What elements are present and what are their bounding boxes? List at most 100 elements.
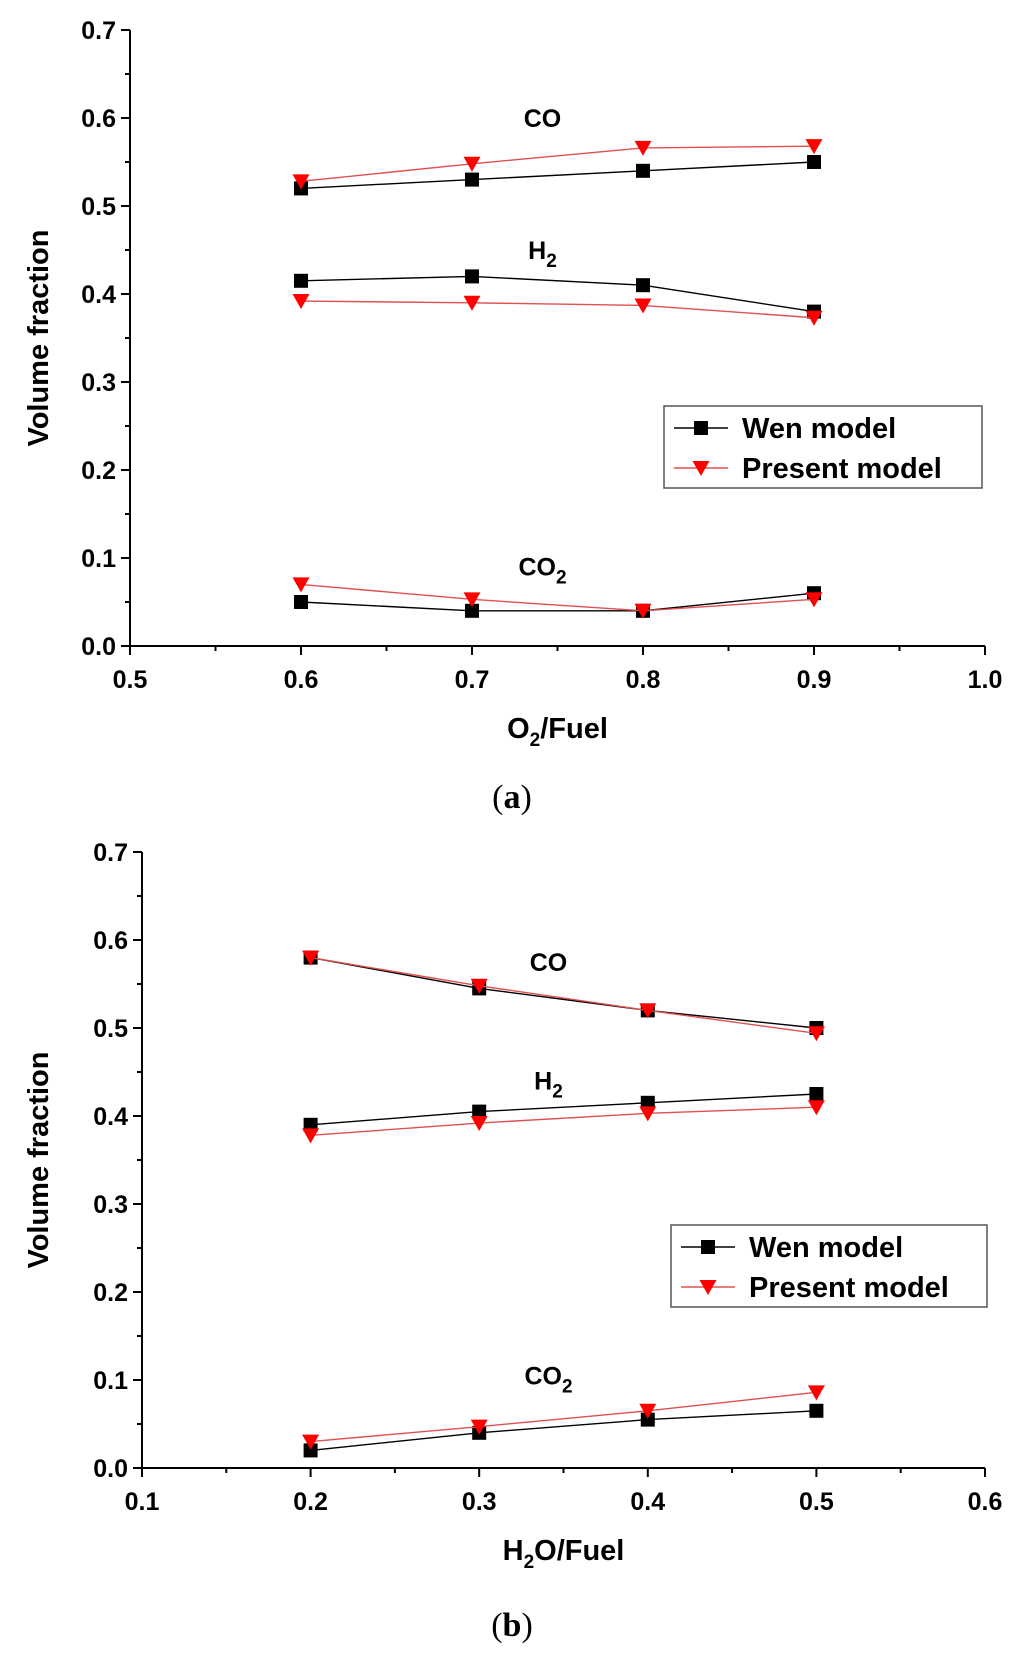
y-tick-label: 0.0 bbox=[93, 1455, 128, 1483]
legend-square-marker bbox=[701, 1240, 715, 1254]
wen-model-point bbox=[294, 595, 308, 609]
present-model-point bbox=[463, 592, 481, 608]
text-span: CO bbox=[524, 105, 562, 133]
species-label: H2 bbox=[534, 1068, 563, 1103]
x-axis-label: O2/Fuel bbox=[507, 713, 608, 751]
present-model-point bbox=[805, 139, 823, 155]
x-tick-label: 0.4 bbox=[630, 1488, 665, 1516]
text-span: 2 bbox=[546, 251, 557, 272]
species-label: H2 bbox=[528, 237, 557, 272]
present-model-point bbox=[463, 156, 481, 172]
x-tick-label: 0.3 bbox=[462, 1488, 497, 1516]
present-model-point bbox=[634, 140, 652, 156]
text-span: H bbox=[503, 1535, 524, 1567]
legend-triangle-marker bbox=[692, 461, 710, 476]
y-tick-label: 0.2 bbox=[81, 457, 116, 485]
x-tick-label: 0.6 bbox=[284, 666, 319, 694]
present-model-point bbox=[639, 1403, 657, 1419]
series-line bbox=[310, 1391, 817, 1443]
panel-label: (b) bbox=[491, 1607, 533, 1644]
y-tick-label: 0.5 bbox=[93, 1015, 128, 1043]
y-tick-label: 0.1 bbox=[93, 1367, 128, 1395]
series-line bbox=[310, 956, 817, 1034]
legend-entry: Present model bbox=[749, 1272, 949, 1304]
present-model-point bbox=[470, 978, 488, 994]
present-model-point bbox=[634, 603, 652, 619]
x-tick-label: 0.5 bbox=[113, 666, 148, 694]
text-span: CO bbox=[530, 949, 568, 977]
series-line bbox=[310, 956, 817, 1029]
series-line bbox=[300, 161, 815, 190]
y-tick-label: 0.3 bbox=[93, 1191, 128, 1219]
present-model-point bbox=[639, 1003, 657, 1019]
text-span: H bbox=[534, 1068, 552, 1096]
species-label: CO bbox=[524, 105, 562, 133]
present-model-point bbox=[639, 1106, 657, 1122]
text-span: b bbox=[503, 1607, 522, 1644]
present-model-point bbox=[807, 1100, 825, 1116]
chart-panel-a: 0.0 0.1 0.2 0.3 0.4 0.5 0.6 0.7 0.5 0.6 0.7 0.8 0.9 1… bbox=[23, 17, 1002, 816]
legend-entry: Wen model bbox=[742, 413, 896, 445]
y-tick-label: 0.0 bbox=[81, 633, 116, 661]
x-tick-label: 0.8 bbox=[626, 666, 661, 694]
species-label: CO2 bbox=[524, 1362, 572, 1397]
panel-label: (a) bbox=[492, 779, 532, 816]
y-tick-label: 0.5 bbox=[81, 193, 116, 221]
y-tick-label: 0.3 bbox=[81, 369, 116, 397]
series-line bbox=[300, 275, 815, 313]
wen-model-point bbox=[640, 1095, 655, 1110]
legend-entry: Wen model bbox=[749, 1232, 903, 1264]
text-span: 2 bbox=[552, 1082, 563, 1103]
x-tick-label: 0.6 bbox=[968, 1488, 1003, 1516]
y-tick-label: 0.6 bbox=[93, 927, 128, 955]
legend-triangle-marker bbox=[699, 1280, 717, 1295]
text-span: H bbox=[528, 237, 546, 265]
wen-model-point bbox=[303, 1117, 318, 1132]
legend-square-marker bbox=[694, 421, 708, 435]
present-model-point bbox=[470, 1419, 488, 1435]
wen-model-point bbox=[636, 163, 650, 178]
present-model-point bbox=[292, 294, 310, 310]
present-model-point bbox=[292, 174, 310, 190]
text-span: CO bbox=[518, 554, 556, 582]
legend-box bbox=[670, 1224, 988, 1308]
series-line bbox=[310, 1106, 817, 1137]
series-line bbox=[310, 1410, 817, 1452]
wen-model-point bbox=[465, 603, 479, 618]
present-model-point bbox=[807, 1385, 825, 1401]
text-span: 2 bbox=[524, 1552, 535, 1573]
wen-model-point bbox=[465, 172, 479, 187]
species-label: CO bbox=[530, 949, 568, 977]
wen-model-point bbox=[294, 273, 308, 288]
text-span: ) bbox=[521, 1607, 532, 1644]
wen-model-point bbox=[807, 155, 821, 169]
x-tick-label: 0.9 bbox=[797, 666, 832, 694]
text-span: 2 bbox=[556, 568, 567, 589]
text-span: /Fuel bbox=[540, 713, 608, 745]
y-tick-label: 0.7 bbox=[93, 839, 128, 867]
present-model-point bbox=[805, 592, 823, 608]
text-span: ) bbox=[521, 779, 532, 816]
series-line bbox=[300, 583, 815, 612]
text-span: 2 bbox=[530, 730, 541, 751]
legend-box bbox=[663, 405, 983, 489]
species-label: CO2 bbox=[518, 554, 566, 589]
present-model-point bbox=[634, 298, 652, 314]
x-tick-label: 0.7 bbox=[455, 666, 490, 694]
present-model-point bbox=[463, 295, 481, 311]
y-tick-label: 0.2 bbox=[93, 1279, 128, 1307]
series-line bbox=[300, 592, 815, 612]
text-span: ( bbox=[491, 1607, 502, 1644]
text-span: O/Fuel bbox=[534, 1535, 624, 1567]
series-line bbox=[300, 300, 815, 319]
text-span: ( bbox=[492, 779, 503, 816]
x-tick-label: 0.2 bbox=[293, 1488, 328, 1516]
present-model-point bbox=[805, 310, 823, 326]
series-line bbox=[310, 1093, 817, 1126]
text-span: O bbox=[507, 713, 530, 745]
y-tick-label: 0.4 bbox=[81, 281, 116, 309]
y-tick-label: 0.1 bbox=[81, 545, 116, 573]
y-axis-label: Volume fraction bbox=[23, 1052, 55, 1269]
wen-model-point bbox=[636, 278, 650, 293]
x-tick-label: 0.5 bbox=[799, 1488, 834, 1516]
